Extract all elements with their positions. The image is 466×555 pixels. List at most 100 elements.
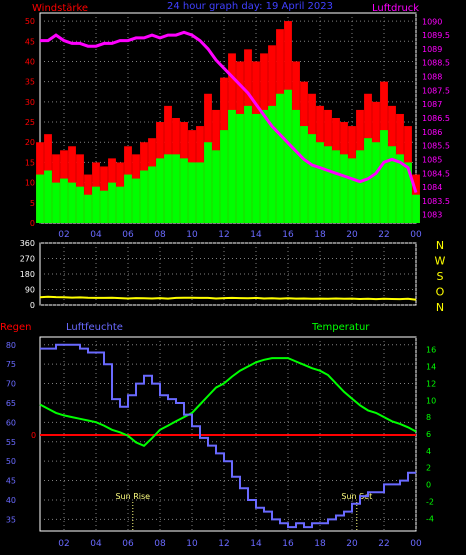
wind-mean-bar — [220, 130, 228, 223]
humidity-x-tick: 04 — [90, 539, 102, 549]
humidity-y-tick-labels: 35 40 45 50 55 60 65 70 75 80 — [6, 341, 16, 525]
wind-y-tick: 15 — [25, 158, 35, 167]
pressure-y-tick: 1090 — [422, 17, 442, 26]
pressure-y-tick: 1085.5 — [422, 142, 450, 151]
humidity-x-tick: 10 — [186, 539, 198, 549]
sunrise-label: Sun Rise — [115, 492, 150, 501]
wind-x-tick: 14 — [250, 230, 262, 240]
wind-mean-bar — [204, 142, 212, 223]
humidity-y-tick: 60 — [6, 418, 16, 427]
wind-mean-bar — [60, 178, 68, 223]
temperature-y-tick: 2 — [426, 464, 431, 473]
compass-label: N — [436, 301, 444, 314]
wind-mean-bar — [252, 113, 260, 223]
wind-x-tick: 18 — [314, 230, 326, 240]
temperature-y-tick: 6 — [426, 430, 431, 439]
wind-y-tick: 50 — [25, 17, 35, 26]
temperature-y-tick: 4 — [426, 447, 431, 456]
temperature-y-tick: 10 — [426, 396, 436, 405]
chart-title: 24 hour graph day: 19 April 2023 — [167, 1, 333, 12]
humidity-line — [40, 343, 416, 529]
wind-mean-bar — [52, 182, 60, 223]
temperature-y-tick: 0 — [426, 481, 431, 490]
temperature-y-tick: -4 — [426, 514, 434, 523]
wind-x-tick: 00 — [410, 230, 422, 240]
wind-mean-bar — [380, 130, 388, 223]
direction-y-tick: 270 — [20, 255, 35, 264]
humidity-x-tick: 00 — [410, 539, 422, 549]
pressure-axis-title: Luftdruck — [372, 3, 419, 14]
wind-mean-bar — [260, 109, 268, 223]
humidity-x-tick: 14 — [250, 539, 262, 549]
wind-mean-bar — [140, 170, 148, 223]
temperature-y-tick: -2 — [426, 497, 434, 506]
pressure-y-tick: 1087.5 — [422, 86, 450, 95]
wind-mean-bar — [84, 194, 92, 223]
wind-axis-title: Windstärke — [32, 3, 88, 14]
humidity-y-tick: 45 — [6, 477, 16, 486]
wind-x-tick: 16 — [282, 230, 294, 240]
humidity-y-tick: 65 — [6, 399, 16, 408]
humidity-y-tick: 80 — [6, 341, 16, 350]
humidity-x-tick: 02 — [58, 539, 69, 549]
wind-mean-bar — [236, 113, 244, 223]
humidity-x-tick: 08 — [154, 539, 166, 549]
wind-mean-bar — [172, 154, 180, 223]
humidity-x-tick: 22 — [378, 539, 389, 549]
wind-mean-bar — [396, 154, 404, 223]
wind-mean-bar — [68, 182, 76, 223]
wind-mean-bar — [276, 93, 284, 224]
wind-mean-bar — [44, 170, 52, 223]
wind-mean-bar — [356, 150, 364, 223]
wind-mean-bar — [36, 174, 44, 223]
sun-markers: Sun Rise Sun Set — [115, 492, 372, 530]
wind-mean-bar — [164, 154, 172, 223]
direction-y-tick: 0 — [30, 301, 35, 310]
direction-y-tick: 360 — [20, 239, 35, 248]
temperature-line — [39, 357, 417, 447]
wind-y-tick: 0 — [30, 219, 35, 228]
humidity-x-tick: 18 — [314, 539, 326, 549]
wind-x-tick: 02 — [58, 230, 69, 240]
wind-mean-bar — [108, 182, 116, 223]
pressure-y-tick: 1089.5 — [422, 31, 450, 40]
humidity-y-tick: 35 — [6, 515, 16, 524]
wind-mean-bar — [332, 150, 340, 223]
wind-y-tick: 40 — [25, 57, 35, 66]
pressure-y-tick: 1083 — [422, 211, 442, 220]
pressure-y-tick: 1086.5 — [422, 114, 450, 123]
direction-y-tick: 90 — [25, 286, 35, 295]
wind-y-tick: 45 — [25, 37, 35, 46]
humidity-y-tick: 50 — [6, 457, 16, 466]
wind-pressure-chart: Windstärke 24 hour graph day: 19 April 2… — [25, 1, 450, 240]
pressure-y-tick: 1087 — [422, 100, 442, 109]
wind-mean-bar — [92, 186, 100, 223]
wind-mean-bar — [148, 166, 156, 223]
temperature-y-tick-labels: -4 -2 0 2 4 6 8 10 12 14 16 — [426, 346, 436, 524]
humidity-x-tick: 16 — [282, 539, 294, 549]
wind-mean-bar — [212, 150, 220, 223]
humidity-x-tick: 20 — [346, 539, 358, 549]
rain-zero-tick: 0 — [31, 431, 36, 440]
wind-mean-bar — [412, 194, 420, 223]
direction-y-tick-labels: 0 90 180 270 360 — [20, 239, 35, 310]
humidity-x-tick: 12 — [218, 539, 229, 549]
wind-x-tick: 22 — [378, 230, 389, 240]
temperature-axis-title: Temperatur — [311, 322, 370, 333]
humidity-y-tick: 40 — [6, 496, 16, 505]
humidity-y-tick: 70 — [6, 380, 16, 389]
temperature-y-tick: 16 — [426, 346, 436, 355]
wind-mean-bar — [404, 162, 412, 223]
wind-mean-bar — [284, 89, 292, 223]
humidity-x-tick: 06 — [122, 539, 134, 549]
pressure-y-tick: 1084.5 — [422, 169, 450, 178]
pressure-y-tick: 1083.5 — [422, 197, 450, 206]
compass-label: N — [436, 239, 444, 252]
wind-mean-bar — [388, 146, 396, 223]
wind-mean-bar — [348, 158, 356, 223]
compass-label: O — [436, 286, 445, 299]
wind-y-tick: 20 — [25, 138, 35, 147]
